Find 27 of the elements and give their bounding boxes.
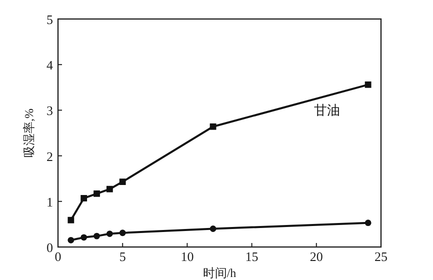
x-tick-label: 10 [180, 249, 194, 264]
point [80, 234, 88, 241]
point [210, 226, 216, 232]
point [364, 81, 372, 88]
y-tick-label: 4 [46, 58, 54, 73]
point [68, 216, 74, 224]
x-axis-title: 时间/h [202, 266, 236, 280]
y-tick-label: 1 [46, 194, 53, 210]
y-tick-label: 2 [46, 148, 53, 164]
x-tick-label: 5 [119, 249, 126, 264]
x-tick-label: 20 [310, 249, 323, 264]
x-tick-label: 25 [374, 249, 388, 264]
y-tick-label: 5 [46, 12, 53, 27]
point [119, 230, 126, 236]
point [119, 178, 126, 185]
point [210, 123, 216, 130]
series-label: 甘油 [314, 102, 340, 118]
y-tick-label: 3 [46, 103, 53, 118]
point [80, 195, 88, 202]
point [94, 232, 100, 240]
point [106, 186, 113, 192]
y-axis-title: 吸湿率,% [22, 108, 36, 158]
x-tick-label: 15 [245, 249, 258, 264]
point [364, 220, 372, 226]
point [106, 230, 113, 237]
point [94, 190, 100, 197]
point [68, 236, 74, 244]
